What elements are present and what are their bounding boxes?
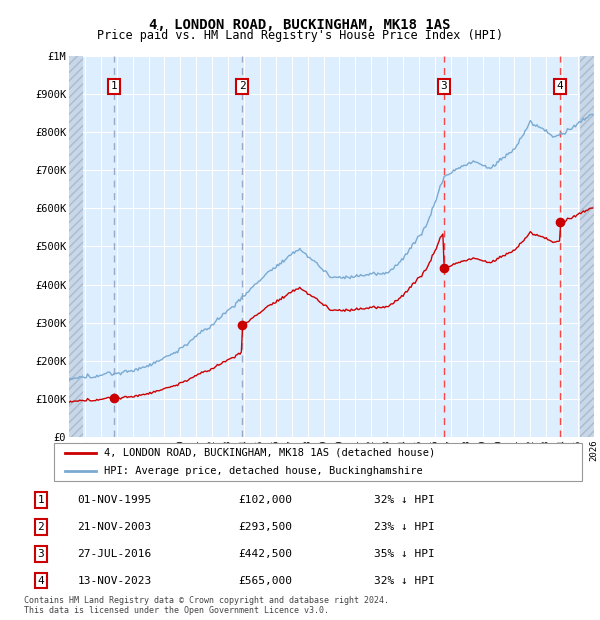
Text: 13-NOV-2023: 13-NOV-2023 [77, 575, 152, 585]
Text: 1: 1 [111, 81, 118, 91]
Text: 4, LONDON ROAD, BUCKINGHAM, MK18 1AS (detached house): 4, LONDON ROAD, BUCKINGHAM, MK18 1AS (de… [104, 448, 436, 458]
Text: 32% ↓ HPI: 32% ↓ HPI [374, 575, 434, 585]
Text: Contains HM Land Registry data © Crown copyright and database right 2024.
This d: Contains HM Land Registry data © Crown c… [24, 596, 389, 615]
Text: 23% ↓ HPI: 23% ↓ HPI [374, 522, 434, 532]
Text: 1: 1 [38, 495, 44, 505]
FancyBboxPatch shape [54, 443, 582, 480]
Text: 4, LONDON ROAD, BUCKINGHAM, MK18 1AS: 4, LONDON ROAD, BUCKINGHAM, MK18 1AS [149, 18, 451, 32]
Text: 4: 4 [38, 575, 44, 585]
Text: 32% ↓ HPI: 32% ↓ HPI [374, 495, 434, 505]
Text: 2: 2 [239, 81, 245, 91]
Text: 3: 3 [440, 81, 448, 91]
Text: Price paid vs. HM Land Registry's House Price Index (HPI): Price paid vs. HM Land Registry's House … [97, 30, 503, 42]
Text: HPI: Average price, detached house, Buckinghamshire: HPI: Average price, detached house, Buck… [104, 466, 423, 476]
Text: 2: 2 [38, 522, 44, 532]
Text: 27-JUL-2016: 27-JUL-2016 [77, 549, 152, 559]
Text: £565,000: £565,000 [238, 575, 292, 585]
Text: £442,500: £442,500 [238, 549, 292, 559]
Bar [69, 56, 83, 437]
Text: 21-NOV-2003: 21-NOV-2003 [77, 522, 152, 532]
Text: £293,500: £293,500 [238, 522, 292, 532]
Text: 01-NOV-1995: 01-NOV-1995 [77, 495, 152, 505]
Text: 4: 4 [557, 81, 563, 91]
Text: £102,000: £102,000 [238, 495, 292, 505]
Text: 3: 3 [38, 549, 44, 559]
Text: 35% ↓ HPI: 35% ↓ HPI [374, 549, 434, 559]
Bar [580, 56, 594, 437]
